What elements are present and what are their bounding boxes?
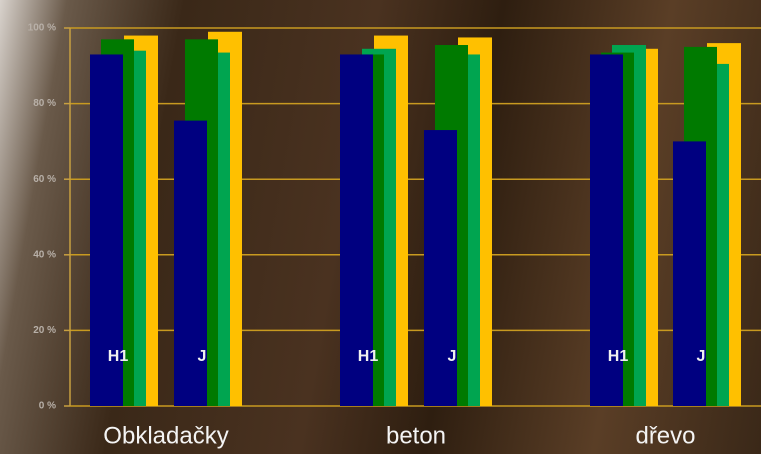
x-tick-label: beton	[386, 422, 446, 449]
y-tick-label: 40 %	[33, 249, 56, 260]
bar-label: H1	[358, 348, 379, 365]
y-tick-label: 0 %	[39, 401, 56, 412]
bar	[340, 54, 373, 407]
bar	[590, 54, 623, 407]
bar-label: H1	[108, 348, 129, 365]
y-tick-label: 60 %	[33, 174, 56, 185]
y-tick-label: 80 %	[33, 98, 56, 109]
y-tick-label: 20 %	[33, 325, 56, 336]
bar-label: J	[198, 348, 207, 365]
bar-label: J	[697, 348, 706, 365]
y-tick-label: 100 %	[28, 23, 56, 34]
bar	[174, 120, 207, 407]
bar	[424, 130, 457, 406]
bar	[90, 54, 123, 407]
x-tick-label: dřevo	[635, 422, 695, 449]
bar-label: H1	[608, 348, 629, 365]
bar-label: J	[448, 348, 457, 365]
x-tick-label: Obkladačky	[103, 422, 228, 449]
bar	[673, 141, 706, 406]
